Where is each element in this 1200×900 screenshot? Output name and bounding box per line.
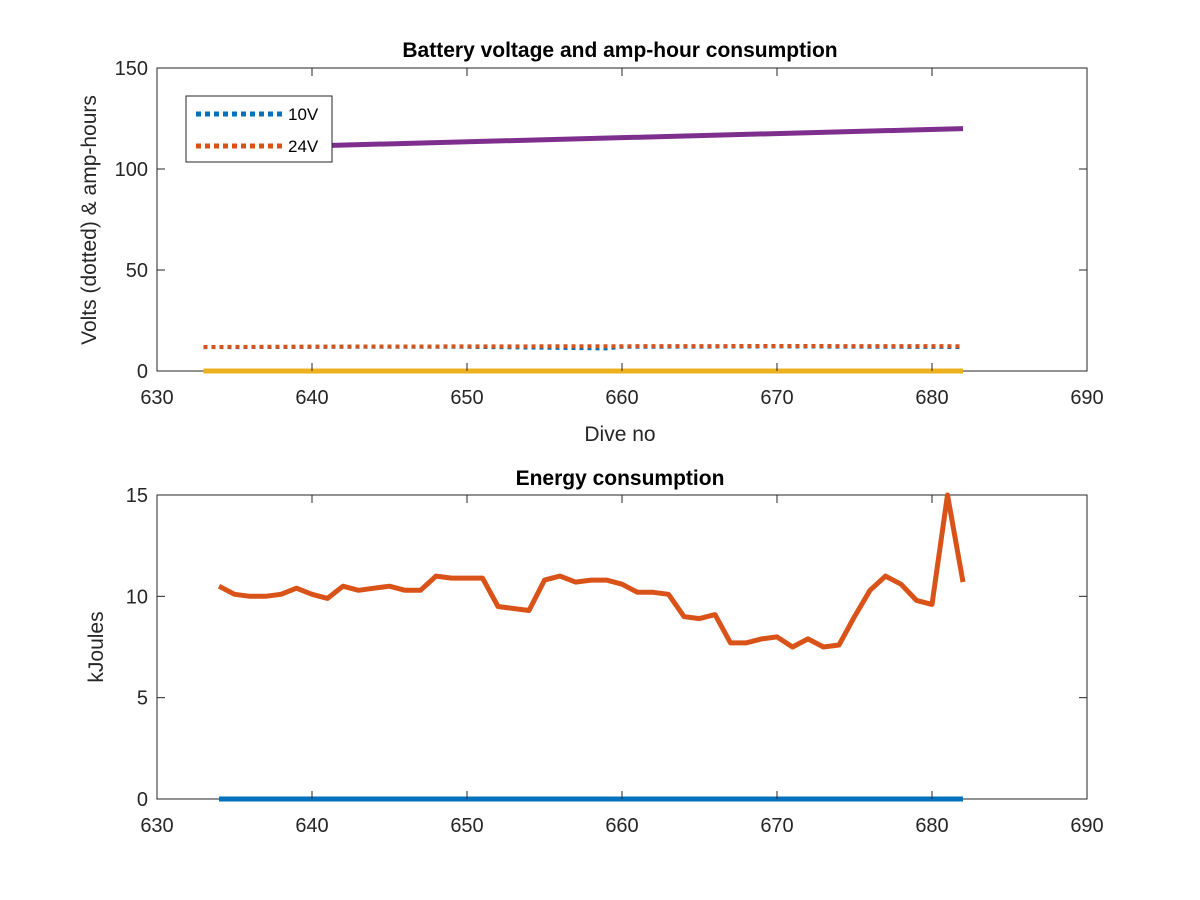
plot-area	[156, 494, 1088, 800]
series-line-1	[203, 344, 964, 351]
x-tick-label: 670	[760, 387, 793, 409]
y-tick-label: 150	[115, 58, 148, 80]
legend: 10V 24V	[185, 95, 333, 163]
voltage-chart: Battery voltage and amp-hour consumption…	[78, 39, 1104, 446]
x-tick-label: 660	[605, 815, 638, 837]
x-tick-label: 650	[450, 387, 483, 409]
y-tick-label: 0	[137, 789, 148, 811]
y-tick-label: 100	[115, 159, 148, 181]
energy-chart: Energy consumption 630 640 650 660 670 680 690…	[85, 467, 1104, 837]
chart-title: Energy consumption	[516, 467, 725, 490]
legend-label-10v: 10V	[288, 105, 319, 124]
x-tick-label: 640	[295, 815, 328, 837]
x-tick-label: 690	[1070, 815, 1103, 837]
series-layer	[217, 492, 966, 802]
legend-label-24v: 24V	[288, 137, 319, 156]
y-tick-label: 50	[126, 260, 148, 282]
x-axis-title: Dive no	[584, 423, 655, 446]
y-tick-label: 5	[137, 688, 148, 710]
x-tick-label: 680	[915, 815, 948, 837]
x-tick-label: 630	[140, 387, 173, 409]
x-tick-label: 650	[450, 815, 483, 837]
y-axis-title: kJoules	[85, 611, 108, 682]
y-tick-label: 15	[126, 485, 148, 507]
x-tick-label: 670	[760, 815, 793, 837]
x-tick-label: 660	[605, 387, 638, 409]
y-tick-label: 0	[137, 361, 148, 383]
x-tick-label: 630	[140, 815, 173, 837]
legend-box	[185, 95, 333, 163]
y-axis-title: Volts (dotted) & amp-hours	[78, 95, 101, 345]
tick-layer: 630 640 650 660 670 680 690 0 50 100 150	[115, 58, 1104, 409]
y-tick-label: 10	[126, 586, 148, 608]
chart-title: Battery voltage and amp-hour consumption	[402, 39, 837, 62]
x-tick-label: 640	[295, 387, 328, 409]
series-line-2	[217, 492, 966, 650]
x-tick-label: 690	[1070, 387, 1103, 409]
x-tick-label: 680	[915, 387, 948, 409]
tick-layer: 630 640 650 660 670 680 690 0 5 10 15	[126, 485, 1104, 837]
